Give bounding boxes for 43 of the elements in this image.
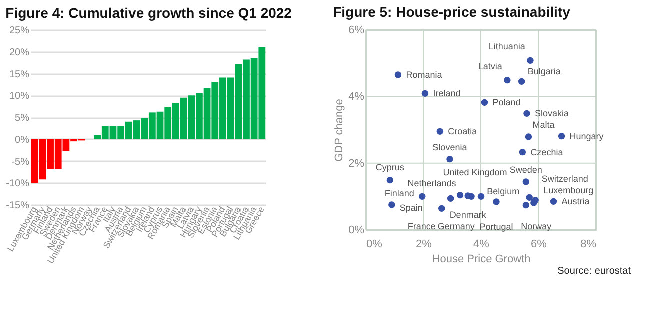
y-tick-label: 5% <box>15 113 30 124</box>
annotation: Luxembourg <box>544 185 594 196</box>
annotation: Poland <box>492 98 521 108</box>
annotation: Switzerland <box>542 174 588 184</box>
y-tick-label: -10% <box>6 178 30 190</box>
annotation: Sweden <box>510 165 542 175</box>
annotation: Austria <box>562 196 590 207</box>
annotation: Netherlands <box>408 178 457 188</box>
x-tick-label: 0% <box>366 238 383 250</box>
y-tick-label: -15% <box>6 200 30 212</box>
y-tick-label: 25% <box>9 26 30 36</box>
x-tick-label: 2% <box>416 238 432 250</box>
annotation: Cyprus <box>376 162 405 172</box>
annotation: Bulgaria <box>528 66 561 77</box>
annotation: Slovenia <box>432 142 468 152</box>
annotation: Latvia <box>478 61 502 72</box>
y-tick-label: 4% <box>348 91 365 104</box>
chart-title: Figure 5: House-price sustainability <box>333 4 571 20</box>
y-tick-label: 15% <box>9 69 30 80</box>
y-tick-label: 6% <box>348 24 365 36</box>
annotation: United Kingdom <box>443 168 508 178</box>
y-tick-label: 0% <box>15 134 30 146</box>
annotation: Slovakia <box>535 108 570 119</box>
annotation: Czechia <box>530 147 564 158</box>
annotation: Romania <box>406 70 442 80</box>
source-note: Source: eurostat <box>558 266 632 277</box>
annotation: Finland <box>384 188 414 199</box>
annotation: Malta <box>532 120 555 130</box>
y-axis-title: GDP change <box>334 99 346 162</box>
x-tick-label: 8% <box>580 238 597 250</box>
annotation: Hungary <box>570 131 604 142</box>
annotation: Ireland <box>433 88 461 99</box>
chart-title: Figure 4: Cumulative growth since Q1 2022 <box>6 5 292 21</box>
y-tick-label: -5% <box>12 156 30 168</box>
x-axis-title: House Price Growth <box>432 254 531 266</box>
y-tick-label: 20% <box>9 47 30 58</box>
annotation: Croatia <box>448 126 478 137</box>
x-tick-label: 6% <box>531 238 548 250</box>
x-tick-label: 4% <box>474 238 490 250</box>
y-tick-label: 10% <box>9 91 30 102</box>
y-tick-label: 2% <box>348 158 365 170</box>
annotation: Belgium <box>487 186 520 197</box>
annotation: Lithuania <box>488 42 526 52</box>
